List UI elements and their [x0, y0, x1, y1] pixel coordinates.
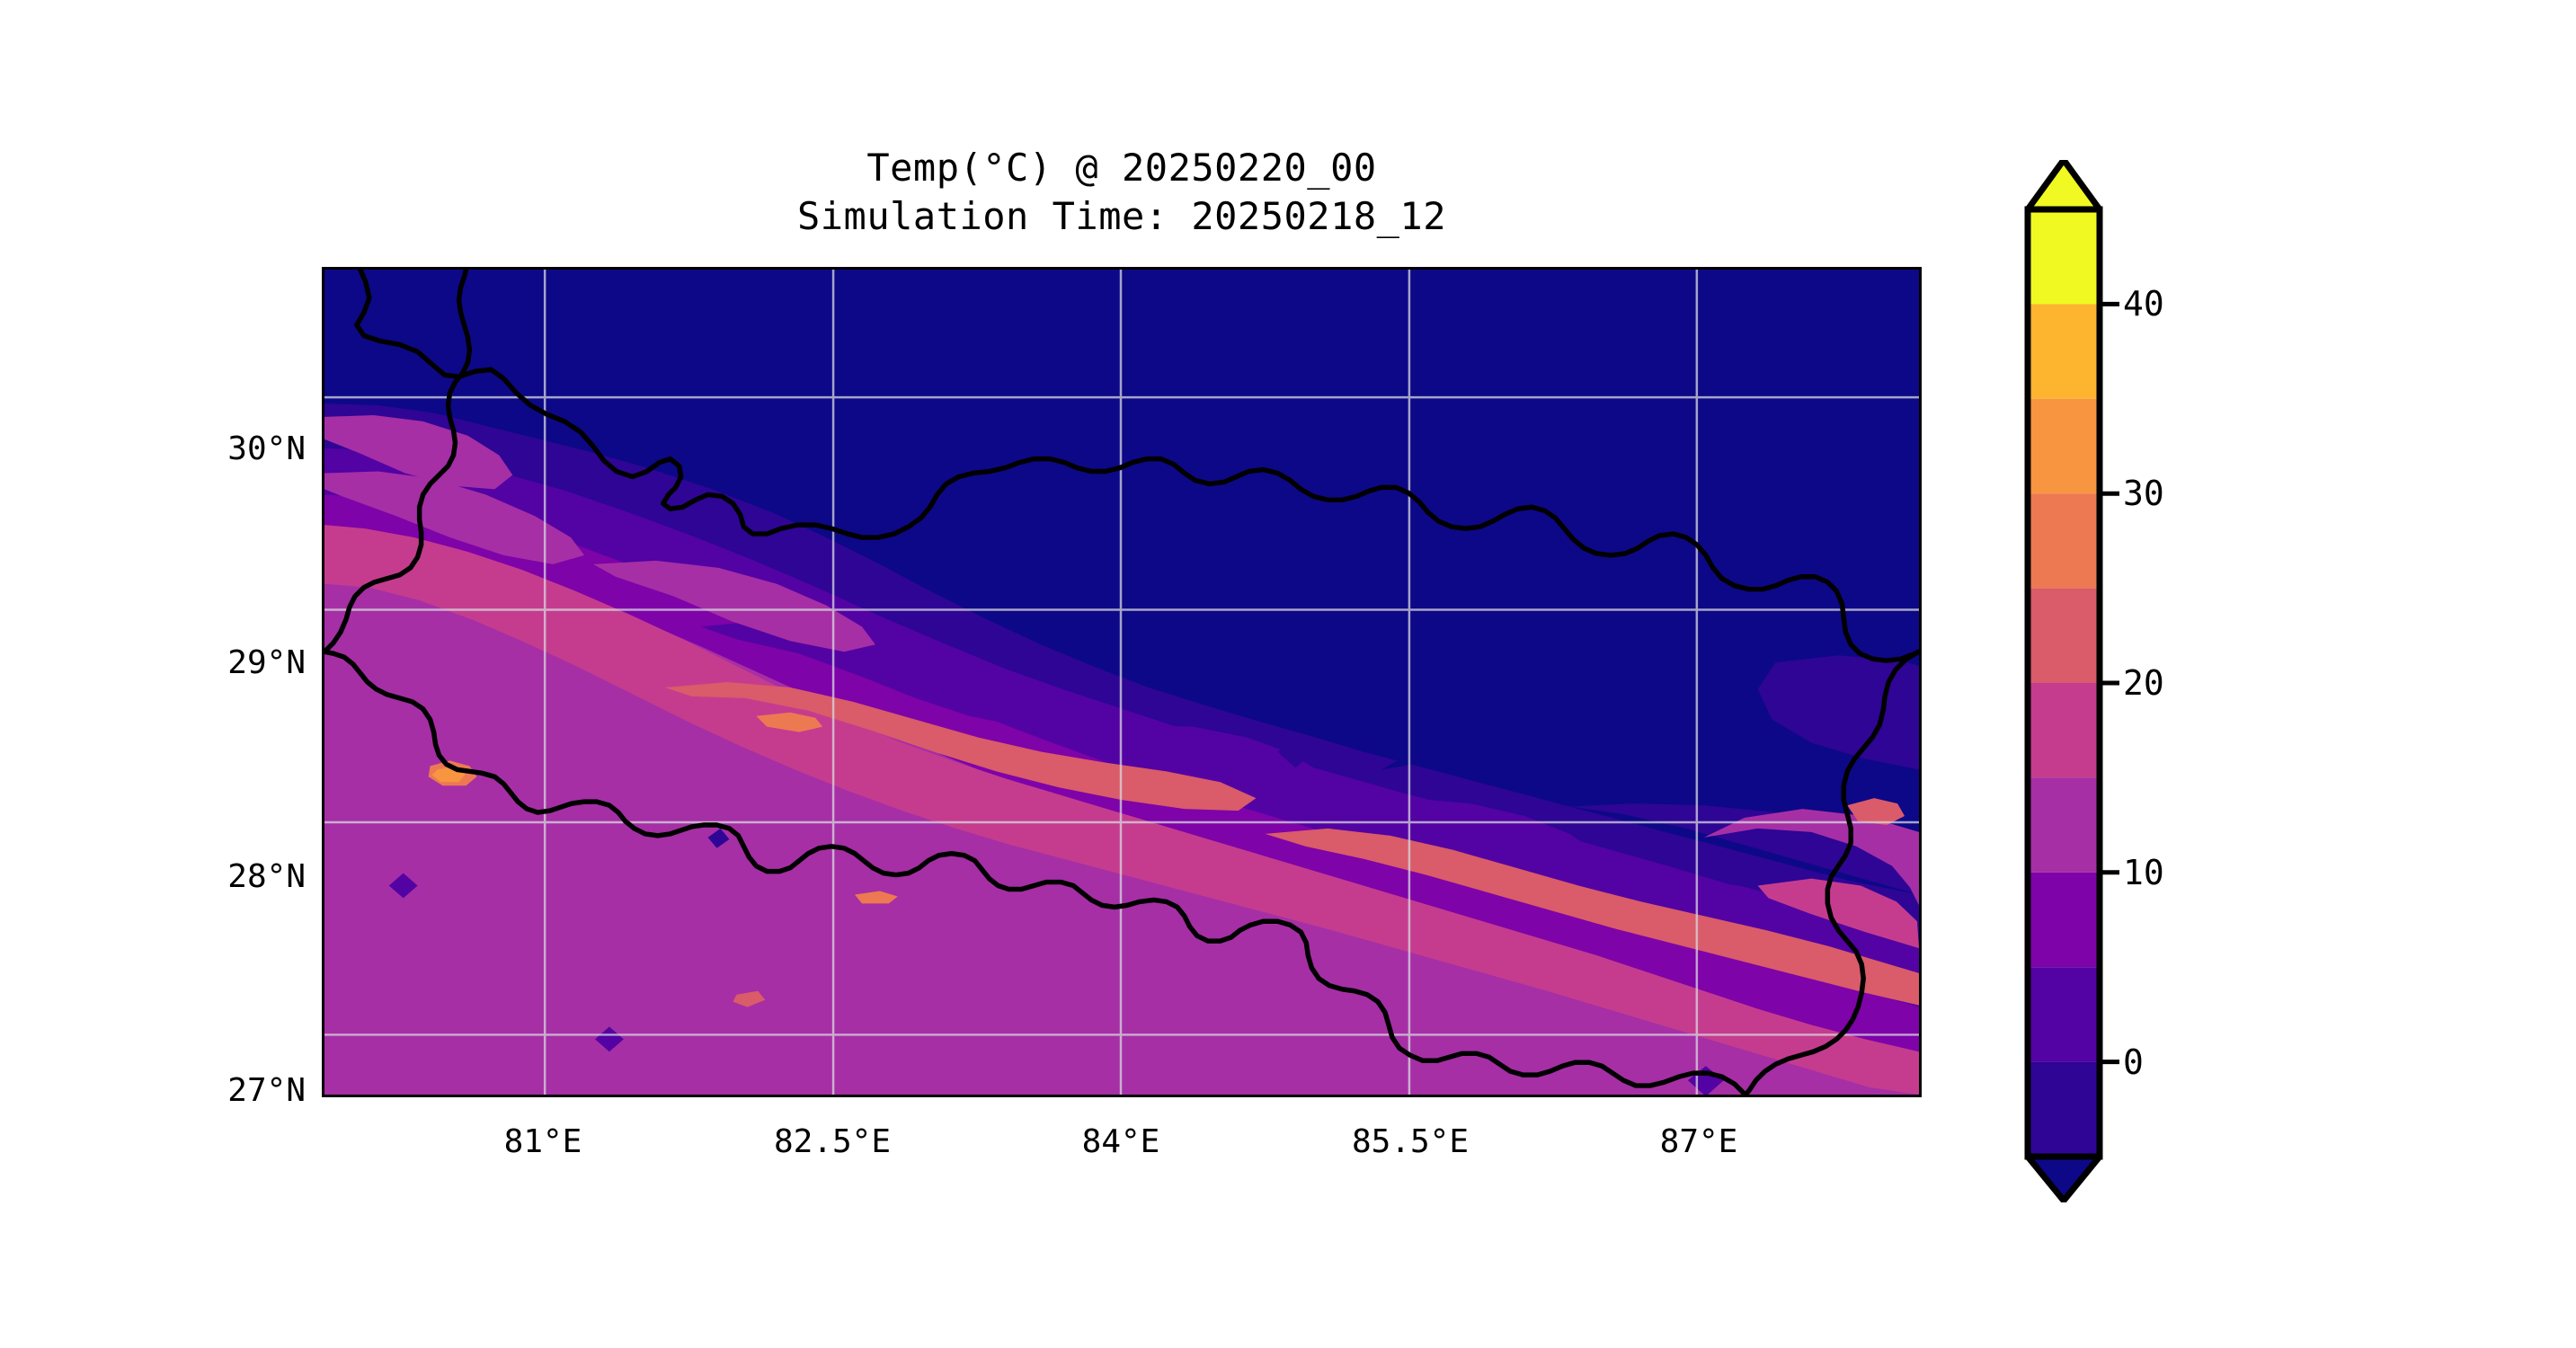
contour-magenta-spur-1	[592, 560, 875, 652]
colorbar-label-40: 40	[2123, 284, 2164, 324]
contour-ne-cold-reentrant	[1757, 655, 1919, 770]
colorbar-band-40-45	[2028, 209, 2100, 305]
contour-cool-speck-1	[594, 1026, 624, 1052]
contour-cool-speck-5	[1277, 737, 1314, 768]
colorbar-label-0: 0	[2123, 1042, 2144, 1082]
colorbar-band-35-40	[2028, 304, 2100, 399]
colorbar-ticks	[2100, 301, 2119, 1065]
xtick-label-81E: 81°E	[503, 1123, 582, 1160]
contour-warm-sliver-mid	[756, 712, 823, 732]
temperature-contour-map	[324, 270, 1919, 1095]
contour-band-20-main	[324, 525, 1919, 1095]
contour-violet-wedge-1	[700, 619, 1060, 727]
nepal-border-outline	[324, 270, 1919, 1095]
xtick-label-84E: 84°E	[1081, 1123, 1160, 1160]
contour-violet-wedge-2	[1059, 724, 1319, 788]
contour-cool-speck-7	[707, 828, 730, 848]
map-plot-area[interactable]	[322, 267, 1922, 1097]
colorbar-band-30-35	[2028, 398, 2100, 494]
colorbar-band-0-5	[2028, 967, 2100, 1062]
ytick-label-29N: 29°N	[227, 644, 306, 681]
colorbar-band-25-30	[2028, 493, 2100, 589]
colorbar-band-10-15	[2028, 777, 2100, 873]
contour-east-pink-lobe	[1757, 878, 1919, 949]
nepal-border-south	[324, 649, 1748, 1095]
contour-east-magenta-lobe	[1703, 809, 1919, 906]
contour-east-warm-pocket	[1847, 798, 1905, 825]
contour-pink-tongue-central	[664, 682, 1257, 811]
colorbar-label-10: 10	[2123, 853, 2164, 892]
colorbar-band-5-10	[2028, 872, 2100, 968]
contour-pink-tongue-east	[1265, 828, 1919, 1006]
xtick-label-82-5E: 82.5°E	[773, 1123, 892, 1160]
xtick-label-87E: 87°E	[1659, 1123, 1738, 1160]
contour-warm-speck-1	[855, 891, 898, 904]
colorbar[interactable]: 40 30 20 10 0	[2019, 160, 2396, 1202]
title-line-2: Simulation Time: 20250218_12	[796, 193, 1446, 238]
gridline-group	[324, 270, 1919, 1095]
ytick-label-28N: 28°N	[227, 858, 306, 895]
title-line-1: Temp(°C) @ 20250220_00	[866, 146, 1377, 190]
colorbar-extend-over	[2024, 160, 2103, 213]
contour-warm-speck-2	[733, 990, 766, 1007]
ytick-label-30N: 30°N	[227, 430, 306, 467]
contour-violet-wedge-3	[1337, 798, 1597, 866]
colorbar-gradient	[2024, 160, 2119, 1202]
nepal-border-west	[324, 270, 473, 654]
colorbar-label-20: 20	[2123, 663, 2164, 703]
colorbar-label-30: 30	[2123, 474, 2164, 513]
colorbar-bands	[2024, 160, 2103, 1202]
contour-magenta-patch-nw2	[324, 471, 585, 564]
colorbar-extend-under	[2024, 1153, 2103, 1202]
nepal-border-east	[1742, 649, 1919, 1095]
xtick-label-85-5E: 85.5°E	[1351, 1123, 1470, 1160]
chart-title: Temp(°C) @ 20250220_00 Simulation Time: …	[322, 144, 1922, 241]
colorbar-band-20-25	[2028, 588, 2100, 683]
colorbar-band-15-20	[2028, 683, 2100, 778]
contour-violet-wedge-4	[1605, 878, 1866, 951]
nepal-border-north	[354, 270, 1919, 663]
colorbar-band-m5-0	[2028, 1061, 2100, 1157]
contour-magenta-patch-nw	[324, 414, 513, 490]
contour-cold-finger-east-1	[1381, 721, 1919, 859]
ytick-label-27N: 27°N	[227, 1072, 306, 1109]
